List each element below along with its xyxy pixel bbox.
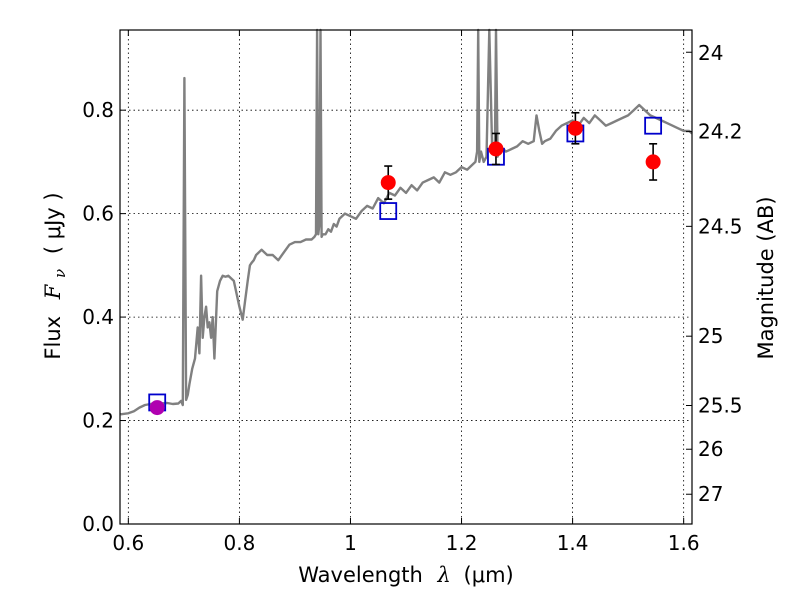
x-tick-label: 1.4 [557, 531, 589, 555]
x-tick-label: 1 [344, 531, 357, 555]
right-tick-label: 25 [698, 324, 723, 348]
plot-frame [119, 29, 693, 525]
x-axis-tick-labels: 0.6 0.8 1 1.2 1.4 1.6 [112, 531, 699, 555]
y-tick-label: 0.6 [82, 202, 114, 226]
observed-photometry-point [567, 120, 583, 136]
right-tick-label: 24.2 [698, 120, 743, 144]
observed-photometry-point [380, 175, 396, 191]
right-tick-label: 27 [698, 482, 723, 506]
observed-photometry-point [645, 154, 661, 170]
y-axis-label-prefix: Flux [41, 316, 65, 360]
tick-marks [120, 30, 692, 525]
grid [120, 30, 692, 524]
x-tick-label: 1.2 [446, 531, 478, 555]
y-tick-label: 0.4 [82, 305, 114, 329]
y-axis-tick-labels: 0.0 0.2 0.4 0.6 0.8 [82, 98, 114, 536]
synthetic-photometry-square [379, 202, 398, 220]
y-axis-label-symbol: F [41, 283, 65, 300]
y-tick-label: 0.8 [82, 98, 114, 122]
x-axis-label: Wavelength λ (μm) [298, 563, 513, 587]
observed-photometry-series [149, 111, 661, 416]
observed-photometry-point [149, 400, 165, 416]
x-axis-label-prefix: Wavelength [298, 563, 423, 587]
right-tick-label: 26 [698, 437, 723, 461]
synthetic-photometry-square [644, 116, 663, 135]
y-tick-label: 0.0 [82, 512, 114, 536]
synthetic-photometry-series [148, 116, 663, 412]
right-tick-label: 24.5 [698, 214, 743, 238]
y-tick-label: 0.2 [82, 409, 114, 433]
model-spectrum-line [120, 28, 693, 416]
x-axis-label-unit: (μm) [464, 563, 514, 587]
y-axis-label: Flux F ν ( μJy ) [41, 192, 70, 359]
right-tick-label: 24 [698, 41, 723, 65]
right-axis-tick-labels: 24 24.2 24.5 25 25.5 26 27 [698, 41, 743, 506]
x-axis-label-symbol: λ [437, 563, 451, 587]
x-tick-label: 1.6 [668, 531, 700, 555]
model-spectrum-series [120, 28, 693, 416]
x-tick-label: 0.6 [112, 531, 144, 555]
right-axis-label: Magnitude (AB) [754, 196, 778, 359]
y-axis-label-subscript: ν [51, 269, 69, 278]
right-tick-label: 25.5 [698, 393, 743, 417]
observed-photometry-point [488, 141, 504, 157]
y-axis-label-unit: ( μJy ) [41, 192, 65, 254]
x-tick-label: 0.8 [223, 531, 255, 555]
